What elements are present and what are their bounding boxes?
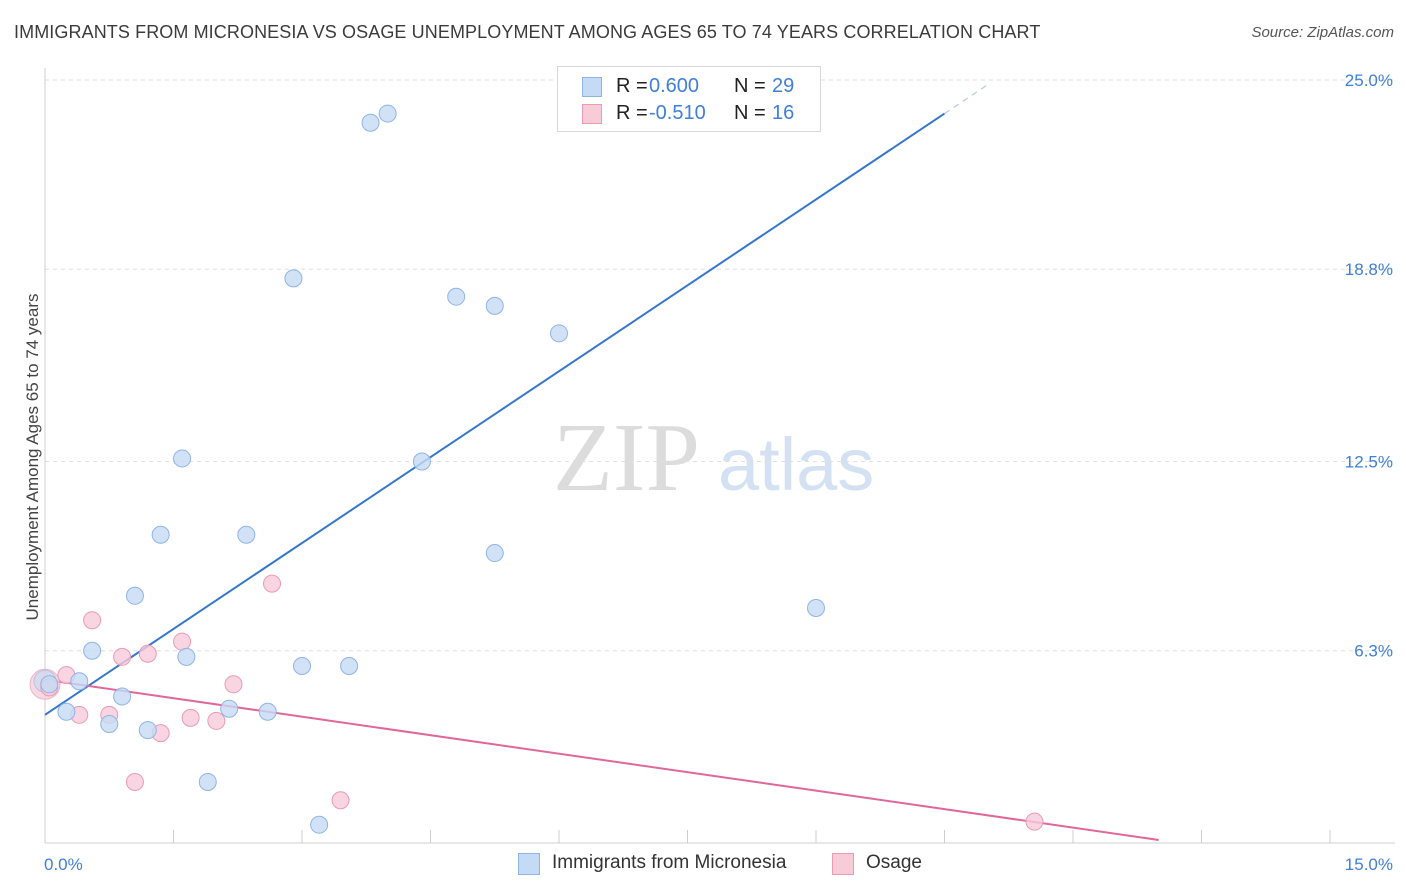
legend-swatch-blue: [582, 77, 602, 97]
data-point-micronesia: [485, 296, 504, 315]
y-tick-label: 6.3%: [1354, 642, 1393, 661]
trendline-micronesia-extension: [944, 84, 988, 115]
legend-n-value: 29: [772, 75, 795, 97]
data-point-micronesia: [447, 287, 466, 306]
data-point-micronesia: [100, 714, 119, 733]
legend-r-label: R =: [616, 102, 648, 124]
legend-r-value: 0.600: [649, 75, 700, 97]
data-point-micronesia: [198, 772, 217, 791]
bottom-legend-swatch-blue: [518, 853, 540, 875]
data-point-micronesia: [220, 699, 239, 718]
x-tick-label: 15.0%: [1345, 855, 1393, 874]
data-point-micronesia: [125, 586, 144, 605]
data-point-osage: [138, 644, 157, 663]
data-point-osage: [181, 708, 200, 727]
data-point-osage: [224, 675, 243, 694]
data-point-osage: [113, 647, 132, 666]
data-point-micronesia: [113, 687, 132, 706]
bottom-legend-label: Osage: [866, 852, 922, 873]
x-tick-label: 0.0%: [44, 855, 83, 874]
data-point-osage: [263, 574, 282, 593]
data-point-micronesia: [40, 675, 59, 694]
data-point-micronesia: [237, 525, 256, 544]
data-point-micronesia: [378, 104, 397, 123]
data-point-osage: [83, 611, 102, 630]
data-points: [29, 74, 1044, 834]
data-point-micronesia: [340, 656, 359, 675]
data-point-micronesia: [485, 544, 504, 563]
data-point-micronesia: [284, 269, 303, 288]
legend-r-label: R =: [616, 75, 648, 97]
data-point-micronesia: [70, 672, 89, 691]
y-tick-label: 25.0%: [1345, 71, 1393, 90]
legend-n-value: 16: [772, 102, 795, 124]
data-point-micronesia: [151, 525, 170, 544]
data-point-micronesia: [310, 815, 329, 834]
data-point-micronesia: [550, 324, 568, 343]
gridlines: [45, 79, 1395, 652]
legend-swatch-pink: [582, 104, 602, 124]
watermark-atlas: atlas: [718, 423, 874, 506]
data-point-micronesia: [293, 656, 311, 675]
x-tick-labels: 0.0% 15.0%: [44, 855, 1393, 874]
legend-n-label: N =: [734, 75, 766, 97]
data-point-micronesia: [177, 647, 196, 666]
data-point-osage: [207, 711, 226, 730]
data-point-osage: [173, 632, 192, 651]
bottom-legend-label: Immigrants from Micronesia: [552, 852, 787, 873]
trendline-micronesia: [44, 112, 946, 716]
legend-r-value: -0.510: [649, 102, 706, 124]
data-point-micronesia: [173, 449, 192, 468]
source-label: Source: ZipAtlas.com: [1251, 24, 1394, 41]
trendline-osage: [44, 678, 1159, 841]
data-point-osage: [1025, 812, 1044, 831]
correlation-legend: R = 0.600 N = 29 R = -0.510 N = 16: [557, 66, 821, 132]
data-point-osage: [125, 772, 144, 791]
y-tick-labels: 6.3% 12.5% 18.8% 25.0%: [1345, 71, 1393, 661]
y-tick-label: 12.5%: [1345, 453, 1393, 472]
watermark: ZIP atlas: [553, 404, 874, 512]
data-point-micronesia: [138, 721, 157, 740]
data-point-osage: [331, 791, 350, 810]
bottom-legend-swatch-pink: [832, 853, 854, 875]
data-point-micronesia: [807, 598, 825, 617]
y-axis-label: Unemployment Among Ages 65 to 74 years: [23, 294, 42, 621]
chart-title: IMMIGRANTS FROM MICRONESIA VS OSAGE UNEM…: [14, 22, 1041, 42]
legend-n-label: N =: [734, 102, 766, 124]
data-point-micronesia: [57, 702, 76, 721]
data-point-micronesia: [83, 641, 102, 660]
data-point-micronesia: [361, 113, 380, 132]
data-point-micronesia: [258, 702, 277, 721]
y-tick-label: 18.8%: [1345, 260, 1393, 279]
watermark-zip: ZIP: [553, 404, 700, 512]
data-point-micronesia: [412, 452, 431, 471]
